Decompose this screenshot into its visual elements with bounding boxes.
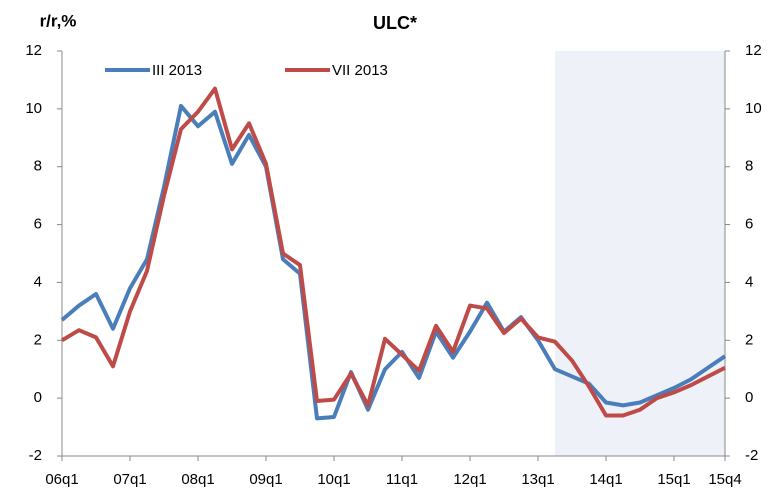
x-tick-label: 08q1 [181, 471, 214, 488]
y2-tick-label: 12 [745, 42, 762, 59]
y-tick-label: 0 [34, 389, 42, 406]
y2-tick-label: 4 [745, 273, 753, 290]
y2-tick-label: 2 [745, 331, 753, 348]
x-tick-label: 15q4 [708, 471, 741, 488]
y2-tick-label: 6 [745, 216, 753, 233]
y2-tick-label: 10 [745, 100, 762, 117]
y-tick-label: 6 [34, 216, 42, 233]
x-tick-label: 13q1 [521, 471, 554, 488]
y-tick-label: 2 [34, 331, 42, 348]
y-axis-label: r/r,% [40, 11, 77, 30]
chart-title: ULC* [373, 13, 417, 33]
x-tick-label: 10q1 [317, 471, 350, 488]
y-tick-label: 8 [34, 158, 42, 175]
y2-tick-label: 0 [745, 389, 753, 406]
x-tick-label: 15q1 [657, 471, 690, 488]
y-tick-label: -2 [29, 447, 42, 464]
series-line [60, 103, 727, 421]
series-line [60, 86, 726, 418]
x-tick-label: 12q1 [453, 471, 486, 488]
x-tick-label: 09q1 [249, 471, 282, 488]
legend-label: VII 2013 [332, 62, 388, 79]
forecast-shade [555, 51, 725, 456]
legend-label: III 2013 [152, 62, 202, 79]
x-tick-label: 14q1 [589, 471, 622, 488]
y2-tick-label: 8 [745, 158, 753, 175]
x-tick-label: 06q1 [45, 471, 78, 488]
y-tick-label: 10 [25, 100, 42, 117]
y-tick-label: 12 [25, 42, 42, 59]
x-tick-label: 07q1 [113, 471, 146, 488]
x-tick-label: 11q1 [386, 471, 418, 488]
y-tick-label: 4 [34, 273, 42, 290]
y2-tick-label: -2 [745, 447, 758, 464]
